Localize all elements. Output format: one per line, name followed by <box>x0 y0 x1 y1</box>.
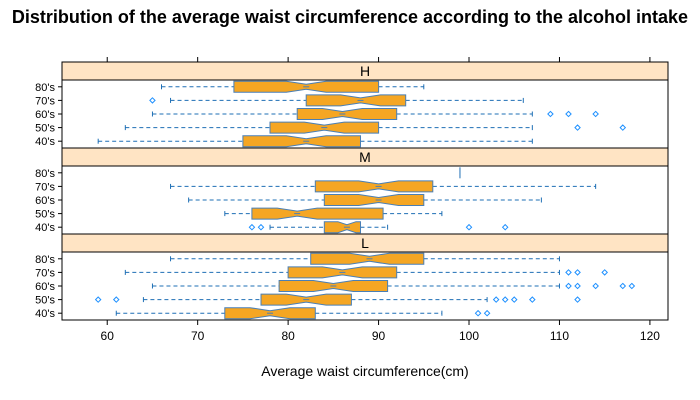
category-label: 70's <box>35 181 55 193</box>
category-label: 40's <box>35 136 55 148</box>
outlier-point <box>601 269 608 276</box>
outlier-point <box>248 223 256 231</box>
box-body <box>296 108 398 120</box>
panel-H: H 80's70's 60's 50's40's <box>35 61 669 149</box>
outlier-point <box>628 282 636 290</box>
outlier-point <box>149 97 156 104</box>
outlier-point <box>565 110 572 118</box>
outlier-point <box>592 282 599 290</box>
chart-title: Distribution of the average waist circum… <box>12 7 688 27</box>
box-body <box>251 207 384 220</box>
outlier-point <box>465 223 473 231</box>
box-body <box>323 221 361 234</box>
x-tick-label: 60 <box>101 329 115 343</box>
box-row-L-60s: 60's <box>35 280 636 293</box>
box-body <box>314 180 434 193</box>
x-tick-label: 80 <box>281 329 295 343</box>
box-body <box>305 94 407 107</box>
outlier-point <box>547 110 554 118</box>
category-label: 50's <box>35 123 55 135</box>
box-row-M-50s: 50's <box>35 207 443 221</box>
panels-layer: H80's70's60's50's40'sM80's70's60's50's40… <box>35 61 669 321</box>
strip-label-M: M <box>359 149 371 165</box>
category-label: 60's <box>35 281 55 293</box>
category-label: 50's <box>35 209 55 221</box>
box-row-H-40s: 40's <box>35 135 533 148</box>
box-row-L-70s: 70's <box>35 266 608 279</box>
category-label: 70's <box>35 95 55 107</box>
strip-label-H: H <box>360 63 370 79</box>
x-tick-label: 100 <box>459 329 479 343</box>
box-row-H-70s: 70's <box>35 94 524 107</box>
category-label: 60's <box>35 195 55 207</box>
box-row-H-80s: 80's <box>35 80 425 94</box>
outlier-point <box>94 296 102 303</box>
box-row-L-80s: 80's <box>35 252 560 266</box>
box-body <box>323 194 425 206</box>
outlier-point <box>474 309 482 317</box>
outlier-point <box>483 309 491 317</box>
box-body <box>242 135 361 148</box>
outlier-point <box>574 124 581 131</box>
outlier-point <box>619 282 627 290</box>
category-label: 80's <box>35 254 55 266</box>
category-label: 80's <box>35 82 55 94</box>
outlier-point <box>619 124 627 131</box>
category-label: 60's <box>35 109 55 121</box>
box-row-M-70s: 70's <box>35 180 597 193</box>
outlier-point <box>510 296 518 303</box>
category-label: 40's <box>35 308 55 320</box>
outlier-point <box>501 296 509 303</box>
box-row-M-40s: 40's <box>35 221 509 234</box>
category-label: 40's <box>35 222 55 234</box>
x-tick-label: 120 <box>640 329 660 343</box>
x-axis-label: Average waist circumference(cm) <box>261 363 468 379</box>
outlier-point <box>565 282 572 290</box>
outlier-point <box>257 223 265 231</box>
outlier-point <box>529 296 536 303</box>
outlier-point <box>501 223 509 231</box>
x-tick-label: 110 <box>550 329 569 343</box>
outlier-point <box>492 296 500 303</box>
panel-M: M 80's70's 60's 50's40's <box>35 147 669 235</box>
x-tick-label: 90 <box>372 329 386 343</box>
x-tick-label: 70 <box>191 329 205 343</box>
category-label: 70's <box>35 267 55 279</box>
outlier-point <box>592 110 599 118</box>
box-row-H-60s: 60's <box>35 108 599 121</box>
outlier-point <box>574 282 581 290</box>
box-row-M-60s: 60's <box>35 194 542 207</box>
box-row-L-50s: 50's <box>35 293 581 307</box>
x-axis: 60 70 80 90 100 110 120 <box>101 57 660 343</box>
outlier-point <box>112 296 120 303</box>
panel-L: L 80's70's 60's 50's40's <box>35 233 669 321</box>
box-row-M-80s: 80's <box>35 167 461 180</box>
category-label: 50's <box>35 295 55 307</box>
category-label: 80's <box>35 168 55 180</box>
box-row-H-50s: 50's <box>35 121 627 135</box>
outlier-point <box>565 269 572 276</box>
outlier-point <box>574 269 581 276</box>
outlier-point <box>574 296 581 303</box>
box-row-L-40s: 40's <box>35 307 491 320</box>
strip-label-L: L <box>361 235 369 251</box>
